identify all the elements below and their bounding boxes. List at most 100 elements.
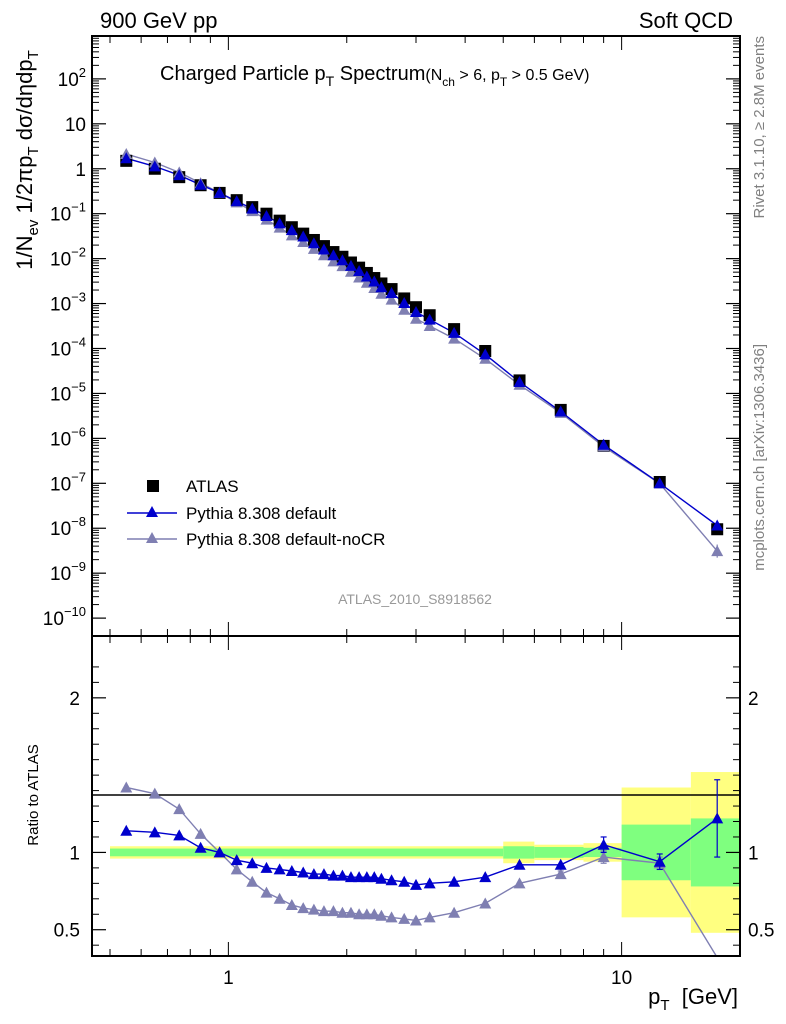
- x-tick-label: 10: [611, 968, 632, 989]
- ratio-point-default: [260, 861, 273, 873]
- nocr-point: [423, 319, 436, 331]
- x-axis-label: pT [GeV]: [648, 984, 738, 1014]
- default-point: [597, 438, 610, 450]
- ratio-series-group: [120, 779, 724, 956]
- ratio-point-default: [513, 858, 526, 870]
- y-tick-label: 10−5: [50, 379, 86, 405]
- ratio-point-default: [273, 863, 286, 875]
- ratio-point-default: [448, 875, 461, 887]
- ratio-point-nocr: [368, 908, 381, 920]
- y-tick-label: 10−3: [50, 290, 86, 316]
- stat-band: [503, 846, 535, 859]
- default-point: [423, 313, 436, 325]
- ratio-point-nocr: [554, 868, 567, 880]
- ratio-y-tick-label-right: 2: [748, 689, 759, 710]
- ratio-point-nocr: [297, 902, 310, 914]
- default-point: [173, 169, 186, 181]
- ratio-point-nocr: [246, 875, 259, 887]
- default-point: [410, 305, 422, 317]
- nocr-point: [398, 303, 411, 315]
- ratio-point-default: [410, 878, 422, 890]
- ratio-point-default: [368, 871, 381, 883]
- ratio-panel: 0.5 0.5 1 1 2 2 1 10 Ratio to ATLAS pT [GeV]: [25, 635, 774, 1014]
- default-point: [653, 477, 666, 489]
- title-cut-sub2: T: [500, 75, 508, 89]
- legend-marker-default: [146, 506, 158, 517]
- ratio-point-nocr: [148, 787, 161, 799]
- ratio-point-nocr: [353, 908, 366, 920]
- ratio-point-default: [148, 826, 161, 838]
- default-point: [120, 152, 133, 164]
- default-point: [230, 195, 243, 207]
- y-tick-label: 10−2: [50, 245, 86, 271]
- y-tick-label: 10−1: [50, 200, 86, 226]
- default-point: [448, 326, 461, 338]
- nocr-point: [410, 312, 422, 324]
- ratio-point-default: [423, 877, 436, 889]
- ratio-panel-ticks: 0.5 0.5 1 1 2 2 1 10: [54, 636, 774, 989]
- y-tick-label: 10−4: [50, 334, 86, 360]
- y-tick-label: 1: [75, 160, 86, 181]
- legend: ATLAS Pythia 8.308 default Pythia 8.308 …: [127, 477, 385, 549]
- title-cut-tail: > 0.5 GeV): [507, 67, 589, 84]
- default-point: [353, 265, 366, 277]
- ratio-point-nocr: [344, 906, 357, 918]
- ratio-point-default: [398, 875, 411, 887]
- ratio-point-nocr: [194, 827, 207, 839]
- analysis-tag: ATLAS_2010_S8918562: [338, 591, 492, 607]
- default-point: [554, 405, 567, 417]
- ratio-point-default: [479, 871, 492, 883]
- ratio-point-nocr: [448, 906, 461, 918]
- ratio-point-default: [336, 869, 349, 881]
- ratio-point-nocr: [120, 781, 133, 793]
- legend-label-default: Pythia 8.308 default: [186, 504, 337, 523]
- ratio-point-default: [375, 872, 388, 884]
- x-tick-label: 1: [223, 968, 234, 989]
- title-main: Charged Particle p: [160, 63, 326, 85]
- title-cut-mid: > 6, p: [455, 67, 500, 84]
- default-point: [148, 160, 161, 172]
- title-cut-sub1: ch: [442, 75, 455, 89]
- ratio-y-tick-label-right: 1: [748, 843, 759, 864]
- default-point: [297, 230, 310, 242]
- ratio-point-default: [173, 829, 186, 841]
- default-point: [260, 209, 273, 221]
- stat-band: [109, 848, 504, 857]
- ratio-point-nocr: [285, 898, 298, 910]
- ratio-point-nocr: [336, 906, 349, 918]
- ratio-y-tick-label: 1: [69, 843, 80, 864]
- ratio-point-default: [597, 838, 610, 850]
- ratio-series: [120, 779, 724, 956]
- ratio-point-nocr: [327, 905, 340, 917]
- ratio-y-tick-label-right: 0.5: [748, 921, 774, 942]
- ratio-point-default: [194, 841, 207, 853]
- default-point: [513, 375, 526, 387]
- ratio-point-nocr: [307, 903, 320, 915]
- default-point: [360, 270, 373, 282]
- nocr-point: [327, 255, 340, 267]
- title-main-sub: T: [326, 73, 335, 89]
- nocr-point: [448, 332, 461, 344]
- default-point: [194, 178, 207, 190]
- main-panel-ticks: 10−10 10−9 10−8 10−7 10−6 10−5 10−4 10−3 10−2 10−…: [43, 35, 741, 636]
- default-point: [398, 296, 411, 308]
- ratio-point-default: [385, 874, 398, 886]
- y-tick-label: 10−6: [50, 424, 86, 450]
- default-point: [479, 348, 492, 360]
- default-point: [344, 259, 357, 271]
- y-tick-label: 10−10: [43, 604, 86, 630]
- ratio-point-nocr: [410, 914, 422, 926]
- header-right: Soft QCD: [639, 8, 733, 33]
- nocr-point: [336, 260, 349, 272]
- legend-label-nocr: Pythia 8.308 default-noCR: [186, 530, 385, 549]
- default-point: [711, 519, 724, 531]
- ratio-point-default: [344, 871, 357, 883]
- series-line-default: [126, 157, 718, 527]
- chart-title: Charged Particle pT Spectrum(Nch > 6, pT…: [160, 63, 589, 89]
- ratio-point-default: [246, 857, 259, 869]
- ratio-point-nocr: [385, 911, 398, 923]
- default-point: [375, 281, 388, 293]
- ratio-point-default: [213, 846, 226, 858]
- ratio-point-default: [120, 824, 133, 836]
